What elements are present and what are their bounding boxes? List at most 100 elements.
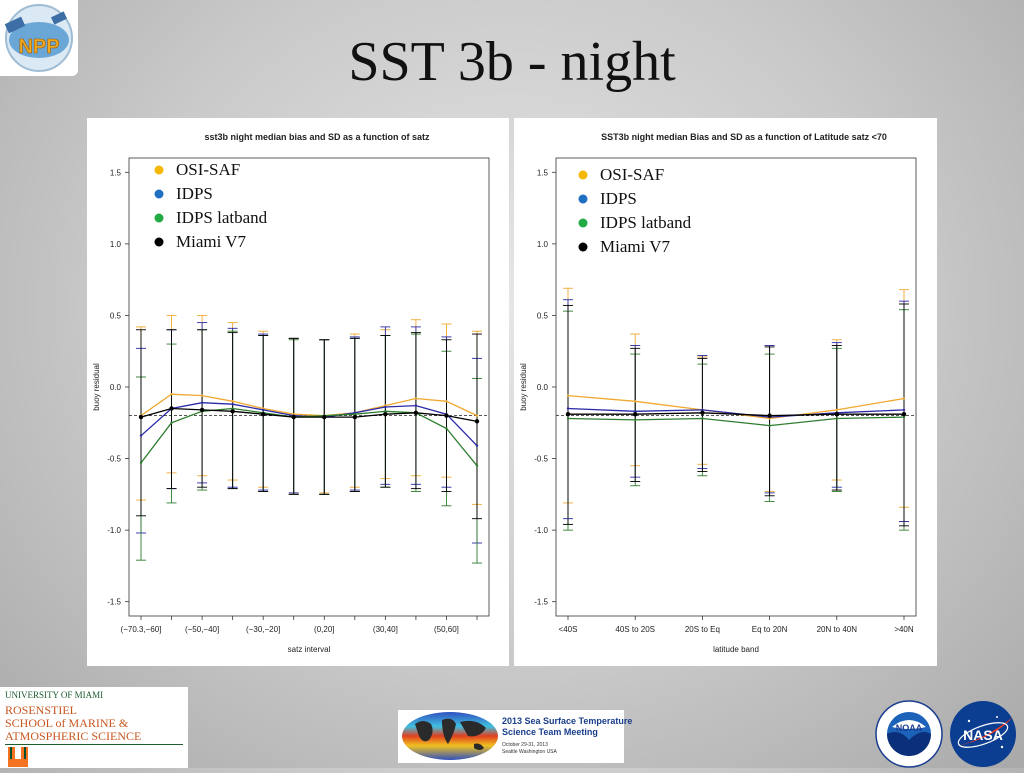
npp-emblem-icon: NPP	[4, 4, 73, 72]
data-point	[352, 414, 358, 420]
legend-entry: IDPS latband	[176, 208, 268, 227]
x-tick-label: Eq to 20N	[752, 625, 788, 634]
um-line4: ATMOSPHERIC SCIENCE	[5, 729, 142, 743]
data-point	[475, 464, 479, 467]
series-line	[567, 394, 905, 420]
data-point	[291, 414, 296, 420]
sst-meeting-logo: 2013 Sea Surface Temperature Science Tea…	[398, 710, 632, 763]
data-point	[231, 400, 234, 403]
data-point	[565, 411, 571, 417]
x-tick-label: (30,40]	[373, 625, 398, 634]
data-point	[414, 404, 418, 407]
data-point	[230, 409, 235, 414]
data-point	[902, 408, 906, 412]
y-tick-label: -1.0	[534, 526, 548, 535]
series-line	[140, 393, 478, 417]
x-tick-label: <40S	[559, 625, 578, 634]
data-point	[835, 417, 838, 420]
noaa-logo: NOAA	[874, 699, 944, 768]
data-point	[138, 414, 144, 420]
y-tick-label: 0.5	[537, 311, 549, 320]
x-axis-label: latitude band	[713, 645, 759, 654]
series-line	[567, 407, 905, 418]
npp-logo-text: NPP	[18, 36, 59, 58]
um-line1: UNIVERSITY OF MIAMI	[5, 690, 104, 700]
data-point	[835, 408, 838, 412]
data-point	[139, 434, 143, 437]
data-point	[445, 400, 448, 403]
series-osi-saf	[563, 287, 909, 508]
x-tick-label: >40N	[894, 625, 914, 634]
x-tick-label: (−70.3,−60]	[121, 625, 162, 634]
nasa-logo: NASA	[947, 699, 1019, 768]
y-tick-label: -0.5	[534, 455, 548, 464]
data-point	[566, 407, 570, 410]
legend-entry: OSI-SAF	[600, 165, 664, 184]
data-point	[413, 410, 419, 415]
chart-latitude: SST3b night median Bias and SD as a func…	[519, 132, 917, 654]
data-point	[566, 417, 570, 420]
data-point	[199, 407, 205, 413]
data-point	[200, 401, 204, 404]
legend-marker	[578, 194, 588, 204]
data-point	[169, 406, 174, 411]
world-map-icon	[402, 712, 498, 760]
npp-logo: NPP	[0, 0, 78, 76]
legend-marker	[578, 242, 588, 252]
data-point	[768, 424, 771, 427]
y-tick-label: 1.5	[110, 168, 122, 177]
data-point	[474, 419, 480, 424]
legend-marker	[154, 165, 164, 175]
slide-title: SST 3b - night	[348, 31, 676, 93]
university-of-miami-logo: UNIVERSITY OF MIAMI ROSENSTIEL SCHOOL of…	[0, 687, 188, 768]
data-point	[383, 411, 388, 417]
noaa-emblem-icon: NOAA	[875, 700, 943, 768]
x-tick-label: (−50,−40]	[185, 625, 219, 634]
legend-entry: IDPS	[600, 189, 637, 208]
data-point	[170, 392, 173, 396]
legend-marker	[578, 170, 588, 180]
um-u-logo-icon	[8, 747, 28, 767]
data-point	[633, 411, 638, 417]
y-tick-label: 0.0	[537, 383, 549, 392]
data-point	[634, 400, 637, 403]
nasa-logo-text: NASA	[963, 727, 1003, 743]
meeting-line3: October 29-31, 2013	[502, 742, 548, 748]
meeting-line1: 2013 Sea Surface Temperature	[502, 716, 633, 726]
data-point	[834, 411, 839, 417]
y-tick-label: 1.0	[110, 240, 122, 249]
data-point	[384, 405, 387, 409]
y-tick-label: 1.5	[537, 168, 549, 177]
data-point	[700, 410, 705, 415]
legend-marker	[154, 189, 164, 199]
y-axis-label: buoy residual	[92, 363, 101, 411]
legend-entry: IDPS latband	[600, 213, 692, 232]
series-line	[567, 416, 905, 427]
x-tick-label: 20N to 40N	[817, 625, 858, 634]
chart-satz: sst3b night median bias and SD as a func…	[92, 132, 490, 654]
um-line3: SCHOOL of MARINE &	[5, 716, 129, 730]
legend-marker	[154, 237, 164, 247]
um-line2: ROSENSTIEL	[5, 703, 77, 717]
data-point	[566, 394, 570, 397]
data-point	[902, 415, 906, 419]
meeting-line2: Science Team Meeting	[502, 727, 598, 737]
data-point	[322, 414, 327, 420]
legend-marker	[154, 213, 164, 223]
data-point	[444, 413, 449, 418]
legend-entry: IDPS	[176, 184, 213, 203]
series-line	[140, 407, 478, 423]
data-point	[701, 408, 704, 412]
x-tick-label: (0,20]	[314, 625, 334, 634]
data-point	[901, 411, 907, 417]
data-point	[231, 407, 234, 410]
data-point	[767, 413, 772, 418]
x-axis-label: satz interval	[288, 645, 331, 654]
data-point	[384, 410, 387, 413]
data-point	[475, 444, 479, 447]
data-point	[634, 418, 637, 422]
y-tick-label: -1.5	[534, 598, 548, 607]
data-point	[701, 417, 704, 420]
data-point	[634, 410, 637, 413]
data-point	[200, 394, 204, 397]
